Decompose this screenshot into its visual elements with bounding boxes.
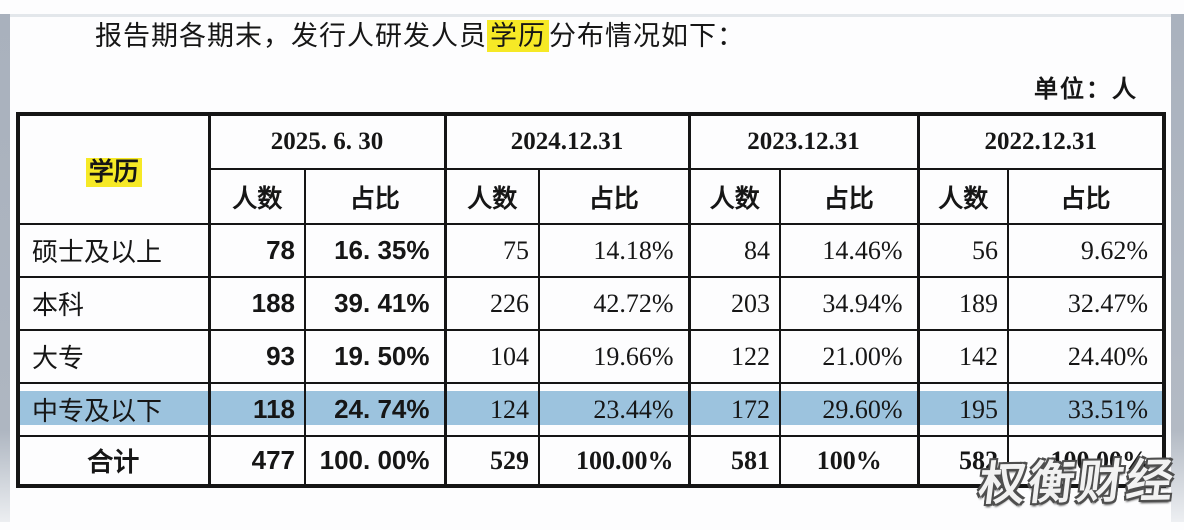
education-distribution-table: 学历 2025. 6. 30 2024.12.31 2023.12.31 202… xyxy=(16,112,1166,488)
screen-edge-top xyxy=(0,14,1184,17)
table-row-bachelor: 本科 188 39. 41% 226 42.72% 203 34.94% 189… xyxy=(17,276,1165,331)
row-label: 硕士及以上 xyxy=(17,223,210,278)
header-row-periods: 学历 2025. 6. 30 2024.12.31 2023.12.31 202… xyxy=(17,113,1165,225)
cell-ratio: 21.00% xyxy=(779,329,919,384)
cell-count: 477 xyxy=(207,435,306,487)
cell-ratio: 16. 35% xyxy=(304,223,446,278)
cell-count: 124 xyxy=(443,382,540,437)
title-prefix: 报告期各期末，发行人研发人员 xyxy=(95,21,487,51)
cell-count: 172 xyxy=(687,382,781,437)
ratio-header: 占比 xyxy=(1007,168,1165,225)
cell-count: 118 xyxy=(207,382,306,437)
unit-label: 单位：人 xyxy=(1034,77,1138,103)
row-label: 本科 xyxy=(17,276,210,331)
cell-count: 188 xyxy=(207,276,306,331)
period-header-2023: 2023.12.31 xyxy=(687,113,919,170)
cell-count: 226 xyxy=(443,276,540,331)
cell-count: 84 xyxy=(687,223,781,278)
row-label: 中专及以下 xyxy=(17,382,210,437)
cell-count: 142 xyxy=(916,329,1009,384)
cell-ratio: 14.46% xyxy=(779,223,919,278)
cell-ratio: 100% xyxy=(779,435,919,487)
cell-ratio: 23.44% xyxy=(538,382,690,437)
count-header: 人数 xyxy=(687,168,781,225)
cell-ratio: 19.66% xyxy=(538,329,690,384)
period-header-2022: 2022.12.31 xyxy=(916,113,1165,170)
cell-count: 189 xyxy=(916,276,1009,331)
header-row-metrics: 人数 占比 人数 占比 人数 占比 人数 占比 xyxy=(18,168,1165,225)
cell-ratio: 14.18% xyxy=(538,223,690,278)
cell-count: 104 xyxy=(443,329,540,384)
title-highlight-term: 学历 xyxy=(487,20,549,52)
count-header: 人数 xyxy=(443,168,540,225)
cell-ratio: 42.72% xyxy=(538,276,690,331)
screen-edge-left xyxy=(0,14,10,522)
cell-count: 75 xyxy=(443,223,540,278)
cell-ratio: 100.00% xyxy=(1007,435,1165,487)
cell-count: 122 xyxy=(687,329,781,384)
page-title: 报告期各期末，发行人研发人员 学历 分布情况如下： xyxy=(95,14,1184,53)
period-header-2025: 2025. 6. 30 xyxy=(207,113,446,170)
cell-count: 93 xyxy=(207,329,306,384)
cell-count: 529 xyxy=(443,435,540,487)
watermark: 权衡财经 xyxy=(976,454,1180,510)
cell-ratio: 9.62% xyxy=(1007,223,1165,278)
cell-ratio: 24. 74% xyxy=(304,382,446,437)
title-suffix: 分布情况如下： xyxy=(549,21,745,51)
row-label: 大专 xyxy=(17,329,210,384)
cell-ratio: 39. 41% xyxy=(304,276,446,331)
row-label: 合计 xyxy=(17,435,210,487)
screen-edge-right xyxy=(1171,14,1184,522)
cell-count: 195 xyxy=(916,382,1009,437)
table-row-associate: 大专 93 19. 50% 104 19.66% 122 21.00% 142 … xyxy=(17,329,1165,384)
cell-ratio: 100.00% xyxy=(538,435,690,487)
ratio-header: 占比 xyxy=(304,168,446,225)
table-row-total: 合计 477 100. 00% 529 100.00% 581 100% 582… xyxy=(17,435,1165,487)
table-row-masters: 硕士及以上 78 16. 35% 75 14.18% 84 14.46% 56 … xyxy=(17,223,1165,278)
ratio-header: 占比 xyxy=(779,168,919,225)
count-header: 人数 xyxy=(207,168,306,225)
cell-count: 581 xyxy=(687,435,781,487)
period-header-2024: 2024.12.31 xyxy=(443,113,690,170)
cell-count: 56 xyxy=(916,223,1009,278)
cell-count: 78 xyxy=(207,223,306,278)
cell-count: 203 xyxy=(687,276,781,331)
cell-ratio: 100. 00% xyxy=(304,435,446,487)
ratio-header: 占比 xyxy=(538,168,690,225)
cell-ratio: 24.40% xyxy=(1007,329,1165,384)
table-row-secondary-highlighted: 中专及以下 118 24. 74% 124 23.44% 172 29.60% … xyxy=(17,382,1165,437)
education-header-label: 学历 xyxy=(85,157,142,187)
cell-ratio: 32.47% xyxy=(1007,276,1165,331)
cell-ratio: 33.51% xyxy=(1007,382,1165,437)
cell-ratio: 19. 50% xyxy=(304,329,446,384)
cell-ratio: 29.60% xyxy=(779,382,919,437)
count-header: 人数 xyxy=(916,168,1009,225)
cell-ratio: 34.94% xyxy=(779,276,919,331)
cell-count: 582 xyxy=(916,435,1009,487)
corner-header: 学历 xyxy=(17,113,210,225)
